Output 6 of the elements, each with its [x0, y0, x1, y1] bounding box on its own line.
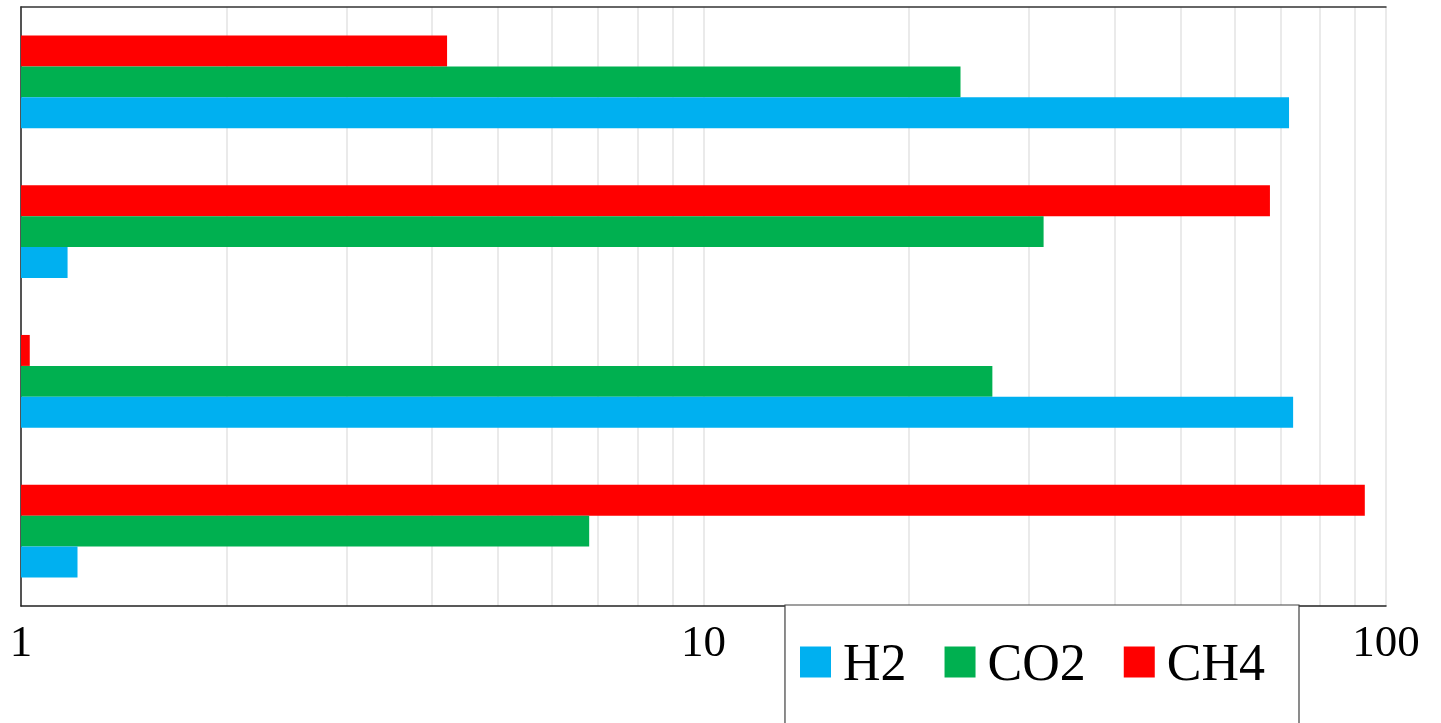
legend-label: CH4: [1166, 633, 1266, 691]
x-tick-label: 1: [9, 615, 33, 666]
legend-label: CO2: [987, 633, 1086, 691]
x-tick-label: 10: [681, 615, 726, 666]
x-tick-label: 100: [1352, 615, 1420, 666]
legend-label: H2: [842, 633, 907, 691]
